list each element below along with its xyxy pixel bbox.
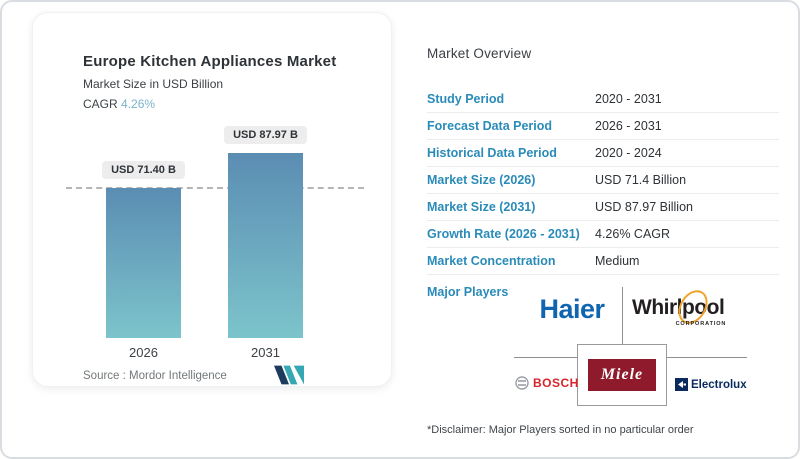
row-value: 2020 - 2024 [595,146,662,160]
source-attribution: Source : Mordor Intelligence [83,370,227,382]
row-value: USD 87.97 Billion [595,200,693,214]
major-players-label: Major Players [427,285,509,299]
row-label: Historical Data Period [427,146,557,160]
miele-logo: Miele [588,359,656,391]
bar-column-2026: USD 71.40 B [102,161,185,338]
bar-value-label-2031: USD 87.97 B [224,126,307,144]
overview-table: Study Period 2020 - 2031 Forecast Data P… [427,86,779,275]
electrolux-wordmark: Electrolux [691,378,747,391]
table-row: Market Concentration Medium [427,248,779,275]
mordor-intelligence-logo-icon [274,365,304,385]
electrolux-logo: Electrolux [675,378,747,391]
row-value: 4.26% CAGR [595,227,671,241]
bar-column-2031: USD 87.97 B [224,126,307,338]
bar-value-label-2026: USD 71.40 B [102,161,185,179]
table-row: Market Size (2031) USD 87.97 Billion [427,194,779,221]
chart-subtitle: Market Size in USD Billion [83,77,224,91]
row-label: Market Size (2026) [427,173,536,187]
source-label: Source : [83,370,126,382]
bar-2026 [106,188,181,338]
row-value: Medium [595,254,640,268]
electrolux-square-icon [675,378,688,391]
chart-cagr: CAGR 4.26% [83,97,155,111]
row-label: Market Concentration [427,254,556,268]
market-overview-panel: Market Overview Study Period 2020 - 2031… [427,2,785,457]
whirlpool-logo: Whirlpool CORPORATION [632,284,725,330]
miele-logo-box: Miele [577,344,667,406]
table-row: Historical Data Period 2020 - 2024 [427,140,779,167]
bosch-armature-icon [515,376,529,390]
row-label: Market Size (2031) [427,200,536,214]
table-row: Growth Rate (2026 - 2031) 4.26% CAGR [427,221,779,248]
row-value: 2020 - 2031 [595,92,662,106]
row-label: Forecast Data Period [427,119,553,133]
source-value: Mordor Intelligence [129,370,227,382]
bosch-logo: BOSCH [515,376,579,390]
row-value: USD 71.4 Billion [595,173,687,187]
bosch-wordmark: BOSCH [533,376,579,390]
bar-chart-plot: USD 71.40 B USD 87.97 B [66,118,364,338]
table-row: Market Size (2026) USD 71.4 Billion [427,167,779,194]
x-axis-label-2026: 2026 [129,345,158,360]
cagr-label: CAGR [83,97,118,111]
row-label: Growth Rate (2026 - 2031) [427,227,580,241]
table-row: Study Period 2020 - 2031 [427,86,779,113]
row-label: Study Period [427,92,505,106]
row-value: 2026 - 2031 [595,119,662,133]
reference-dashed-line [66,187,364,189]
logo-vertical-divider [622,287,623,344]
table-row: Forecast Data Period 2026 - 2031 [427,113,779,140]
cagr-value: 4.26% [121,97,156,111]
disclaimer-text: *Disclaimer: Major Players sorted in no … [427,424,694,436]
market-chart-card: Europe Kitchen Appliances Market Market … [32,12,392,387]
whirlpool-wordmark: Whirlpool [632,296,725,319]
haier-logo: Haier [539,294,605,324]
overview-heading: Market Overview [427,46,532,61]
x-axis-label-2031: 2031 [251,345,280,360]
whirlpool-corporation-text: CORPORATION [675,321,727,327]
logo-horizontal-divider-right [667,357,747,358]
miele-wordmark: Miele [600,366,644,383]
chart-title: Europe Kitchen Appliances Market [83,53,337,70]
logo-horizontal-divider-left [514,357,577,358]
bar-2031 [228,153,303,338]
